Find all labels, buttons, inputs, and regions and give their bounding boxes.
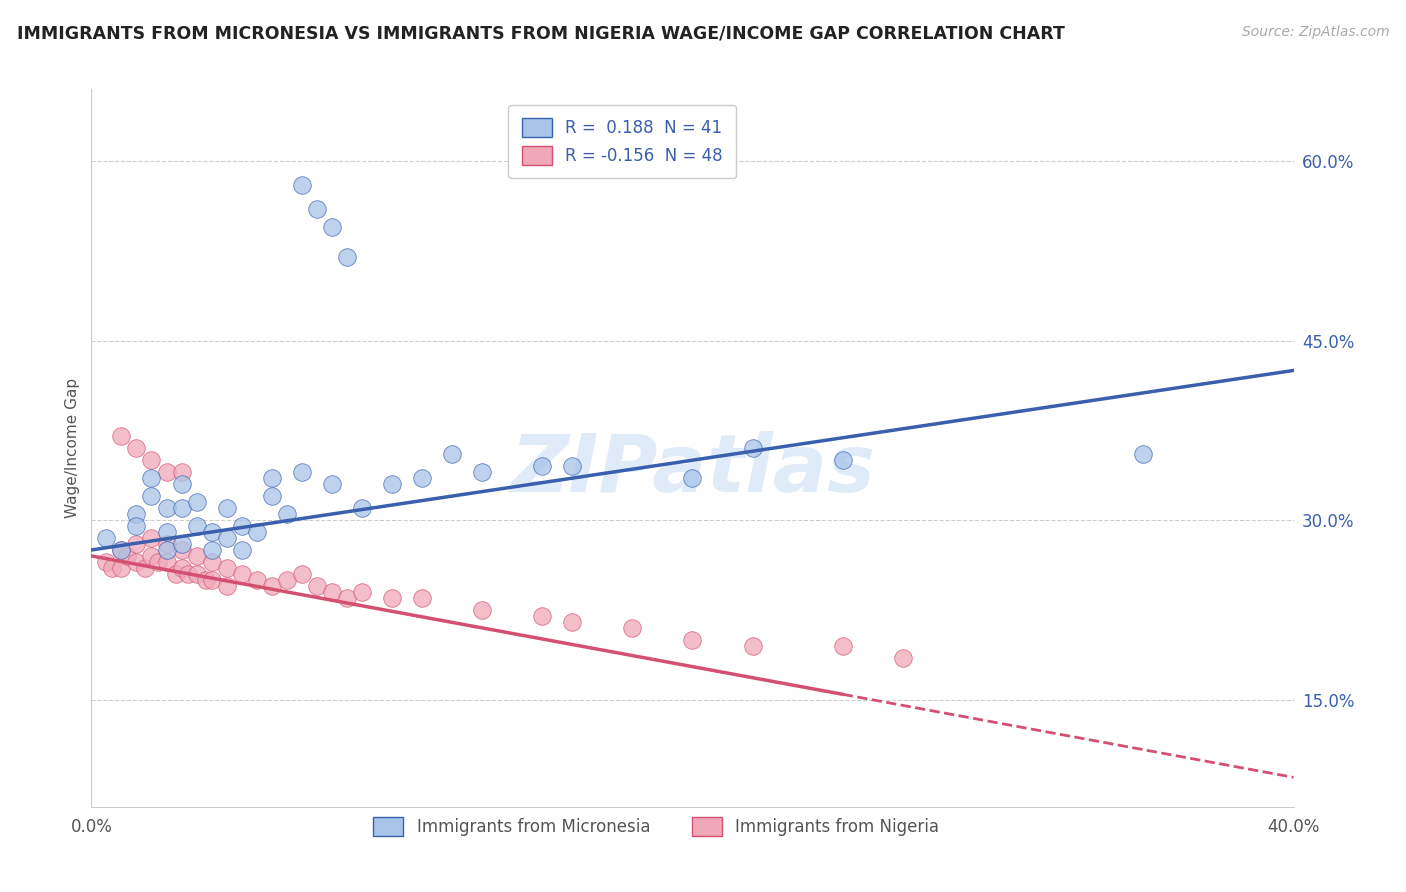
Point xyxy=(260,489,283,503)
Text: ZIPatlas: ZIPatlas xyxy=(510,431,875,508)
Point xyxy=(305,579,328,593)
Point xyxy=(471,465,494,479)
Point xyxy=(621,621,644,635)
Point xyxy=(246,524,269,539)
Point xyxy=(134,561,156,575)
Point xyxy=(117,549,139,563)
Point xyxy=(1132,447,1154,461)
Point xyxy=(96,555,118,569)
Point xyxy=(170,561,193,575)
Point xyxy=(170,465,193,479)
Point xyxy=(411,471,433,485)
Point xyxy=(141,549,163,563)
Point xyxy=(170,477,193,491)
Point xyxy=(141,471,163,485)
Point xyxy=(146,555,169,569)
Point xyxy=(411,591,433,605)
Point xyxy=(260,579,283,593)
Point xyxy=(305,202,328,216)
Point xyxy=(170,501,193,516)
Point xyxy=(321,219,343,234)
Point xyxy=(155,524,177,539)
Point xyxy=(291,465,314,479)
Point xyxy=(96,531,118,545)
Point xyxy=(125,555,148,569)
Point xyxy=(231,566,253,581)
Point xyxy=(246,573,269,587)
Point xyxy=(681,632,703,647)
Point xyxy=(201,524,224,539)
Point xyxy=(186,566,208,581)
Point xyxy=(155,465,177,479)
Point xyxy=(141,489,163,503)
Point xyxy=(831,453,853,467)
Point xyxy=(194,573,217,587)
Point xyxy=(176,566,198,581)
Point xyxy=(110,543,132,558)
Point xyxy=(741,639,763,653)
Point xyxy=(321,477,343,491)
Point xyxy=(231,519,253,533)
Point xyxy=(350,585,373,599)
Point xyxy=(336,591,359,605)
Point xyxy=(141,453,163,467)
Text: Source: ZipAtlas.com: Source: ZipAtlas.com xyxy=(1241,25,1389,39)
Point xyxy=(201,573,224,587)
Point xyxy=(155,543,177,558)
Point xyxy=(186,495,208,509)
Point xyxy=(155,501,177,516)
Point xyxy=(170,543,193,558)
Point xyxy=(291,178,314,192)
Point xyxy=(321,585,343,599)
Point xyxy=(231,543,253,558)
Point xyxy=(350,501,373,516)
Point xyxy=(381,477,404,491)
Point xyxy=(186,519,208,533)
Point xyxy=(681,471,703,485)
Y-axis label: Wage/Income Gap: Wage/Income Gap xyxy=(65,378,80,518)
Point xyxy=(155,555,177,569)
Point xyxy=(165,566,187,581)
Point xyxy=(155,537,177,551)
Point xyxy=(215,561,238,575)
Point xyxy=(215,531,238,545)
Point xyxy=(110,561,132,575)
Point xyxy=(291,566,314,581)
Legend: Immigrants from Micronesia, Immigrants from Nigeria: Immigrants from Micronesia, Immigrants f… xyxy=(360,804,953,849)
Point xyxy=(561,615,583,629)
Text: IMMIGRANTS FROM MICRONESIA VS IMMIGRANTS FROM NIGERIA WAGE/INCOME GAP CORRELATIO: IMMIGRANTS FROM MICRONESIA VS IMMIGRANTS… xyxy=(17,25,1064,43)
Point xyxy=(381,591,404,605)
Point xyxy=(201,543,224,558)
Point xyxy=(531,608,554,623)
Point xyxy=(440,447,463,461)
Point xyxy=(336,250,359,264)
Point xyxy=(471,603,494,617)
Point xyxy=(741,442,763,456)
Point xyxy=(125,507,148,521)
Point xyxy=(215,579,238,593)
Point xyxy=(201,555,224,569)
Point xyxy=(110,429,132,443)
Point xyxy=(125,537,148,551)
Point xyxy=(276,507,298,521)
Point xyxy=(215,501,238,516)
Point xyxy=(110,543,132,558)
Point xyxy=(125,519,148,533)
Point xyxy=(125,442,148,456)
Point xyxy=(101,561,124,575)
Point xyxy=(141,531,163,545)
Point xyxy=(531,459,554,474)
Point xyxy=(170,537,193,551)
Point xyxy=(561,459,583,474)
Point xyxy=(260,471,283,485)
Point xyxy=(891,650,914,665)
Point xyxy=(831,639,853,653)
Point xyxy=(186,549,208,563)
Point xyxy=(276,573,298,587)
